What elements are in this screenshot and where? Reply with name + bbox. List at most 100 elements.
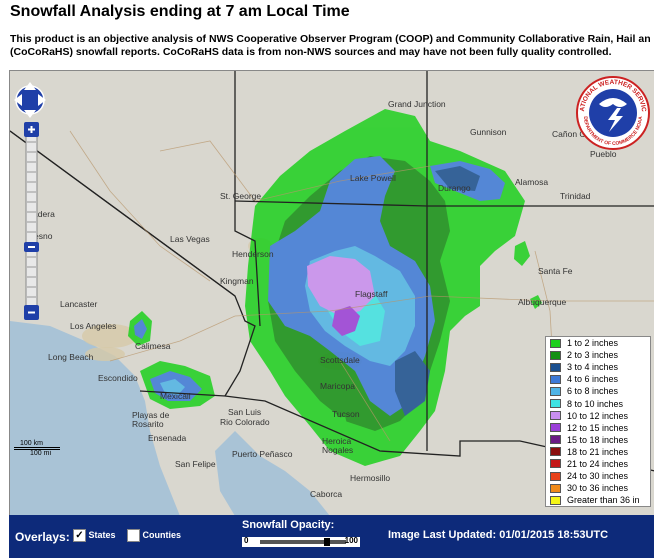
legend-item: 1 to 2 inches [546,337,650,349]
city-ensenada: Ensenada [148,433,187,443]
opacity-slider[interactable]: 0 100 [242,536,360,547]
legend-item: 12 to 15 inches [546,422,650,434]
legend-swatch [550,471,561,481]
city-st-george: St. George [220,191,262,201]
city-madera: Madera [26,209,55,219]
legend-item: 10 to 12 inches [546,410,650,422]
city-lake-powell: Lake Powell [350,173,396,183]
legend-swatch [550,483,561,493]
city-las-vegas: Las Vegas [170,234,210,244]
city-gunnison: Gunnison [470,127,507,137]
states-label: States [88,529,116,540]
legend-item: 30 to 36 inches [546,482,650,494]
snowfall-overlay [128,109,542,466]
city-calimesa: Calimesa [135,341,171,351]
scale-mi-label: 100 mi [14,449,60,457]
plus-icon [28,126,35,133]
pan-up-icon [24,82,36,90]
legend-swatch [550,423,561,433]
legend-item: 15 to 18 inches [546,434,650,446]
legend-item: 4 to 6 inches [546,373,650,385]
state-borders [10,71,654,472]
states-checkbox[interactable]: ✓ [73,529,86,542]
counties-toggle[interactable]: Counties [127,529,181,542]
opacity-min-label: 0 [244,536,249,545]
zoom-control[interactable] [24,122,39,320]
legend-swatch [550,386,561,396]
city-rosarito: Playas de Rosarito [132,410,170,429]
city-kingman: Kingman [220,276,254,286]
legend-swatch [550,374,561,384]
legend-label: 6 to 8 inches [567,386,619,397]
legend-label: 12 to 15 inches [567,422,629,433]
legend-item: 6 to 8 inches [546,385,650,397]
city-alamosa: Alamosa [515,177,549,187]
legend-swatch [550,459,561,469]
pacific-ocean [10,321,180,516]
city-tucson: Tucson [332,409,360,419]
pan-right-icon [38,94,46,106]
legend-label: 1 to 2 inches [567,338,619,349]
city-caborca: Caborca [310,489,343,499]
product-description: This product is an objective analysis of… [10,33,650,59]
opacity-max-label: 100 [344,536,358,545]
city-flagstaff: Flagstaff [355,289,388,299]
city-grand-junction: Grand Junction [388,99,446,109]
page-title: Snowfall Analysis ending at 7 am Local T… [10,3,350,20]
counties-label: Counties [142,529,182,540]
city-trinidad: Trinidad [560,191,591,201]
legend-swatch [550,447,561,457]
map-canvas [10,71,654,516]
description-line-1: This product is an objective analysis of… [10,33,650,45]
legend-swatch [550,338,561,348]
city-durango: Durango [438,183,471,193]
pan-control[interactable] [12,78,48,122]
legend-label: 15 to 18 inches [567,434,629,445]
scale-km-label: 100 km [14,440,60,448]
legend-swatch [550,435,561,445]
zoom-in-button [24,122,39,137]
overlays-label: Overlays: [15,530,70,544]
legend-item: 8 to 10 inches [546,397,650,409]
legend-swatch [550,411,561,421]
snowfall-map[interactable]: Grand Junction Gunnison Cañon City Puebl… [9,70,654,516]
city-santa-fe: Santa Fe [538,266,573,276]
legend-label: 21 to 24 inches [567,458,629,469]
city-san-felipe: San Felipe [175,459,216,469]
legend-item: 2 to 3 inches [546,349,650,361]
pan-down-icon [24,110,36,118]
legend-label: 4 to 6 inches [567,374,619,385]
city-mexicali: Mexicali [160,391,191,401]
city-maricopa: Maricopa [320,381,355,391]
legend-swatch [550,350,561,360]
city-long-beach: Long Beach [48,352,94,362]
zoom-slider-handle [24,242,39,252]
city-rio-colorado: Rio Colorado [220,417,270,427]
city-fresno: Fresno [26,231,53,241]
legend-label: 2 to 3 inches [567,350,619,361]
last-updated: Image Last Updated: 01/01/2015 18:53UTC [388,529,609,541]
city-escondido: Escondido [98,373,138,383]
city-lancaster: Lancaster [60,299,98,309]
pan-left-icon [14,94,22,106]
legend-label: Greater than 36 in [567,495,640,506]
city-pueblo: Pueblo [590,149,617,159]
counties-checkbox[interactable] [127,529,140,542]
legend-label: 18 to 21 inches [567,446,629,457]
scale-bar: 100 km 100 mi [14,440,60,457]
gulf-of-california [215,431,330,516]
legend-item: Greater than 36 in [546,494,650,506]
city-henderson: Henderson [232,249,274,259]
legend-swatch [550,399,561,409]
city-scottsdale: Scottsdale [320,355,360,365]
opacity-slider-handle[interactable] [324,538,331,546]
zoom-out-button [24,305,39,320]
legend-swatch [550,495,561,505]
city-san-luis: San Luis [228,407,262,417]
opacity-label: Snowfall Opacity: [242,519,335,531]
legend-label: 10 to 12 inches [567,410,629,421]
city-puerto-penasco: Puerto Peñasco [232,449,293,459]
states-toggle[interactable]: ✓ States [73,529,116,542]
legend-item: 18 to 21 inches [546,446,650,458]
legend-swatch [550,362,561,372]
